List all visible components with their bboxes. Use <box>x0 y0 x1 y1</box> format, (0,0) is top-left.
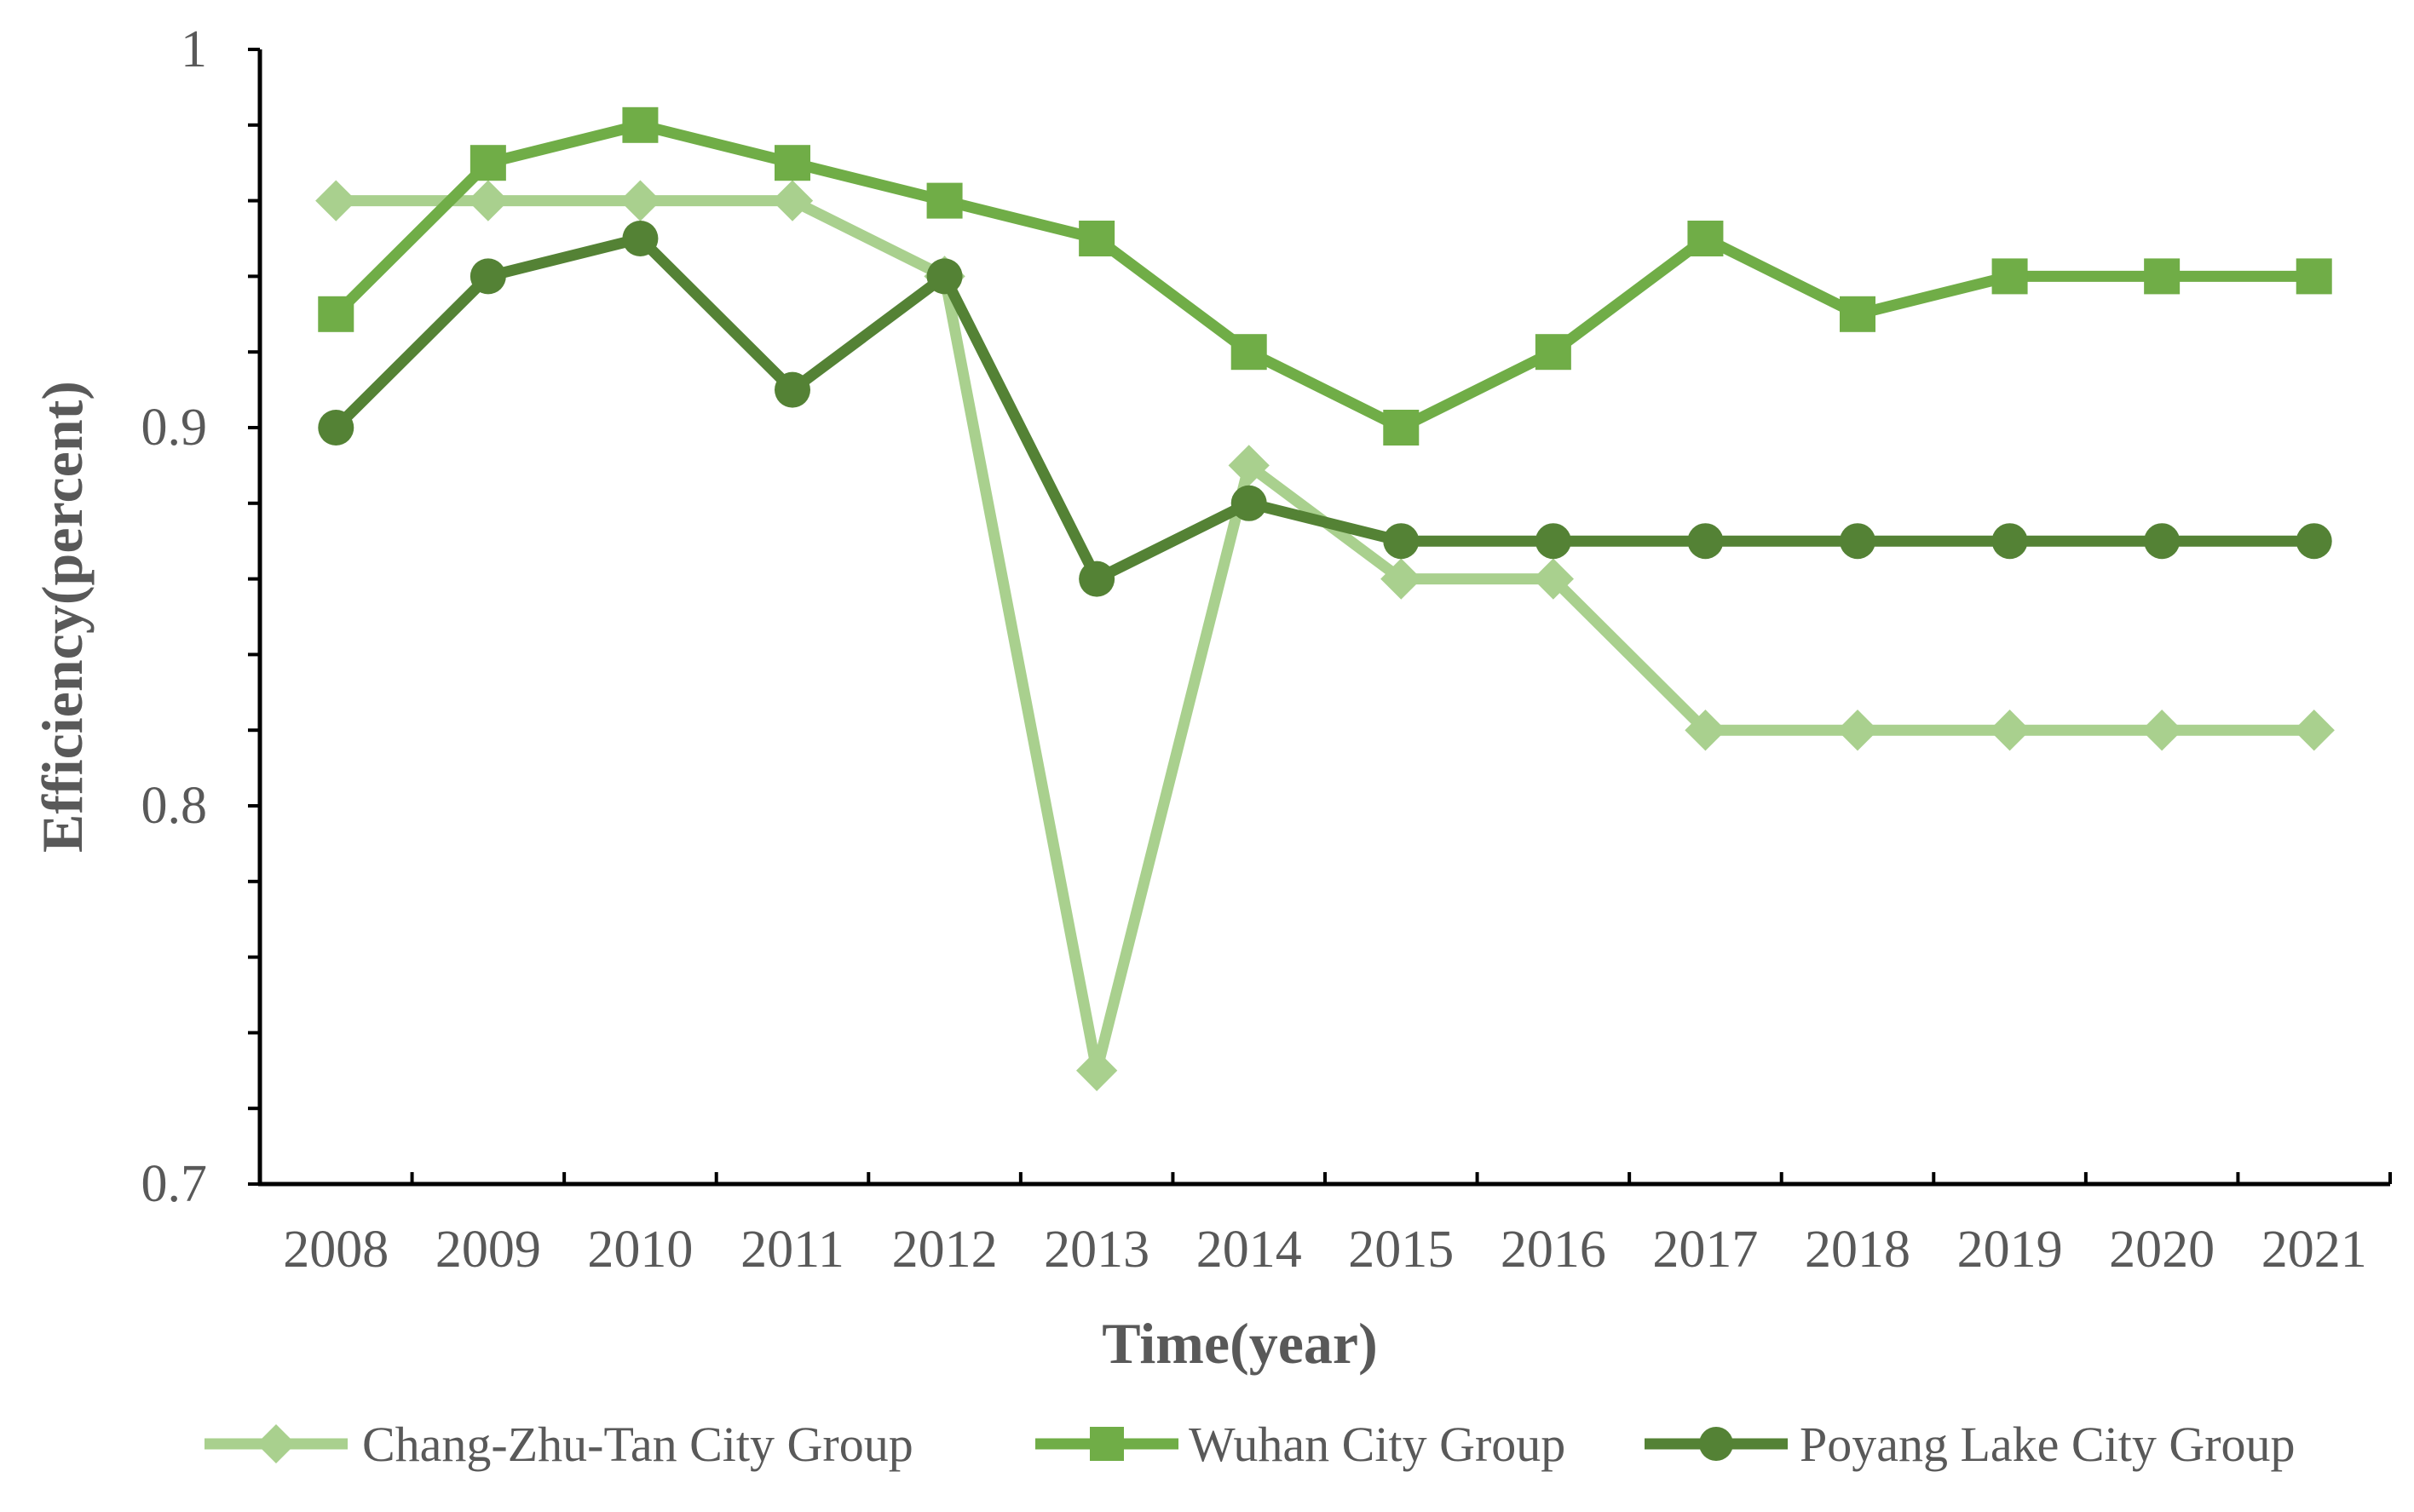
x-tick-label: 2009 <box>435 1221 541 1279</box>
data-point <box>1079 561 1115 597</box>
data-point <box>1836 710 1879 751</box>
data-point <box>1230 485 1267 521</box>
data-point <box>2144 258 2181 295</box>
series-1 <box>315 180 2335 1091</box>
x-tick-label: 2020 <box>2109 1221 2215 1279</box>
legend-item: Wuhan City Group <box>1035 1417 1565 1472</box>
data-point <box>315 180 357 221</box>
data-point <box>1075 1049 1118 1091</box>
legend: Chang-Zhu-Tan City Group Wuhan City Group… <box>205 1417 2296 1472</box>
x-tick-label: 2014 <box>1196 1221 1302 1279</box>
series-line <box>330 195 2320 1077</box>
series-line <box>330 233 2320 585</box>
data-point <box>622 221 659 256</box>
data-point <box>2296 258 2332 295</box>
data-point <box>318 296 354 332</box>
data-point <box>926 182 963 219</box>
x-tick-label: 2021 <box>2261 1221 2367 1279</box>
data-point <box>318 410 354 446</box>
series-2 <box>318 106 2332 446</box>
data-point <box>2296 523 2332 560</box>
data-point <box>1228 445 1270 486</box>
legend-label: Poyang Lake City Group <box>1800 1417 2296 1472</box>
data-point <box>1699 1427 1733 1461</box>
data-point <box>775 145 810 181</box>
data-point <box>1535 523 1571 560</box>
y-tick-label: 0.9 <box>141 399 208 457</box>
data-point <box>2144 523 2181 560</box>
x-tick-label: 2019 <box>1957 1221 2063 1279</box>
data-point <box>926 258 963 295</box>
data-point <box>1380 558 1422 600</box>
series-line <box>330 119 2320 434</box>
y-axis-ticks: 0.7 0.8 0.9 1 <box>141 20 260 1213</box>
x-tick-label: 2008 <box>283 1221 389 1279</box>
data-point <box>470 145 506 181</box>
x-axis-ticks: 2008 2009 2010 2011 2012 2013 2014 2015 2016 2017… <box>283 1172 2392 1279</box>
data-point <box>775 371 810 408</box>
data-point <box>256 1424 296 1463</box>
data-point <box>467 180 510 221</box>
data-point <box>1991 258 2028 295</box>
x-axis-title: Time(year) <box>1102 1311 1378 1376</box>
x-tick-label: 2016 <box>1501 1221 1606 1279</box>
y-axis-title: Efficiency(percent) <box>30 381 95 853</box>
legend-label: Chang-Zhu-Tan City Group <box>362 1417 913 1472</box>
legend-item: Poyang Lake City Group <box>1645 1417 2296 1472</box>
data-point <box>622 106 659 143</box>
data-point <box>1989 710 2031 751</box>
data-point <box>470 258 506 295</box>
data-point <box>1685 710 1726 751</box>
data-point <box>1840 523 1875 560</box>
data-point <box>771 180 814 221</box>
data-point <box>1383 410 1420 446</box>
x-tick-label: 2018 <box>1805 1221 1910 1279</box>
data-point <box>1687 523 1724 560</box>
x-tick-label: 2015 <box>1348 1221 1454 1279</box>
data-point <box>1230 334 1267 371</box>
y-tick-label: 1 <box>181 20 207 78</box>
x-tick-label: 2017 <box>1652 1221 1758 1279</box>
legend-item: Chang-Zhu-Tan City Group <box>205 1417 913 1472</box>
data-point <box>2293 710 2335 751</box>
series-3 <box>318 221 2332 597</box>
data-point <box>1991 523 2028 560</box>
legend-label: Wuhan City Group <box>1189 1417 1565 1472</box>
x-tick-label: 2010 <box>587 1221 693 1279</box>
data-point <box>1532 558 1575 600</box>
data-point <box>1079 221 1115 256</box>
x-tick-label: 2013 <box>1044 1221 1149 1279</box>
data-point <box>1090 1427 1124 1461</box>
data-point <box>1383 523 1420 560</box>
data-point <box>619 180 661 221</box>
data-point <box>1840 296 1875 332</box>
x-tick-label: 2012 <box>892 1221 998 1279</box>
x-tick-label: 2011 <box>740 1221 844 1279</box>
series-layer <box>315 106 2335 1091</box>
y-tick-label: 0.7 <box>141 1155 208 1213</box>
data-point <box>1535 334 1571 371</box>
data-point <box>2140 710 2183 751</box>
y-tick-label: 0.8 <box>141 777 208 835</box>
data-point <box>1687 221 1724 256</box>
